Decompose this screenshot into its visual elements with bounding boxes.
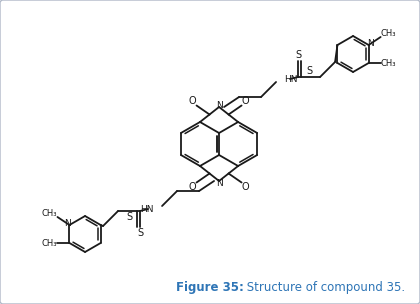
Text: O: O [189, 181, 196, 192]
Text: CH₃: CH₃ [42, 209, 57, 217]
Text: O: O [242, 96, 249, 106]
Text: N: N [64, 219, 71, 227]
Text: N: N [216, 101, 223, 109]
Text: CH₃: CH₃ [381, 58, 396, 67]
Text: CH₃: CH₃ [381, 29, 396, 37]
Text: Figure 35:: Figure 35: [176, 282, 244, 295]
Text: S: S [295, 50, 301, 60]
Text: S: S [137, 228, 143, 238]
Text: Structure of compound 35.: Structure of compound 35. [243, 282, 405, 295]
Text: HN: HN [284, 74, 297, 84]
Text: S: S [306, 66, 312, 76]
Text: N: N [367, 39, 374, 47]
Text: HN: HN [141, 205, 154, 213]
Text: S: S [126, 212, 132, 222]
Text: N: N [216, 178, 223, 188]
Text: CH₃: CH₃ [42, 239, 57, 247]
Text: O: O [242, 181, 249, 192]
Text: O: O [189, 96, 196, 106]
